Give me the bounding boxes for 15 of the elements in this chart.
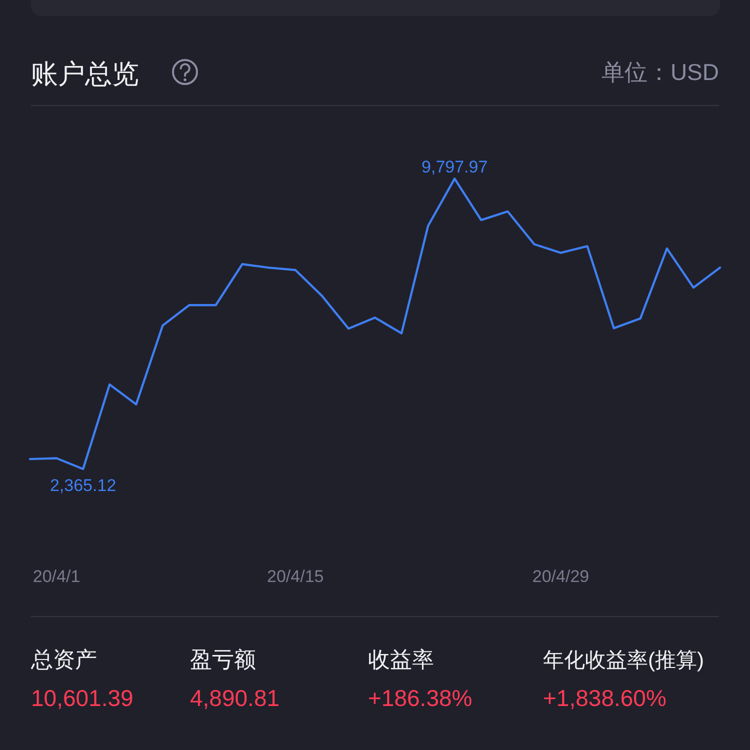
data-label: 2,365.12 <box>50 476 116 495</box>
text: +186.38% <box>368 685 472 711</box>
text: 收益率 <box>368 647 434 672</box>
text: 盈亏额 <box>190 647 256 672</box>
data-label: 9,797.97 <box>422 158 488 177</box>
text: 4,890.81 <box>190 685 280 711</box>
text: 总资产 <box>30 647 97 672</box>
text: +1,838.60% <box>543 685 666 711</box>
x-tick-label: 20/4/15 <box>267 567 324 586</box>
x-tick-label: 20/4/1 <box>32 567 80 586</box>
x-tick-label: 20/4/29 <box>532 567 590 586</box>
text: 单位：USD <box>601 59 719 85</box>
chart-title: 账户总览 <box>31 59 139 89</box>
text: 10,601.39 <box>31 685 134 711</box>
text: 年化收益率(推算) <box>543 649 704 672</box>
